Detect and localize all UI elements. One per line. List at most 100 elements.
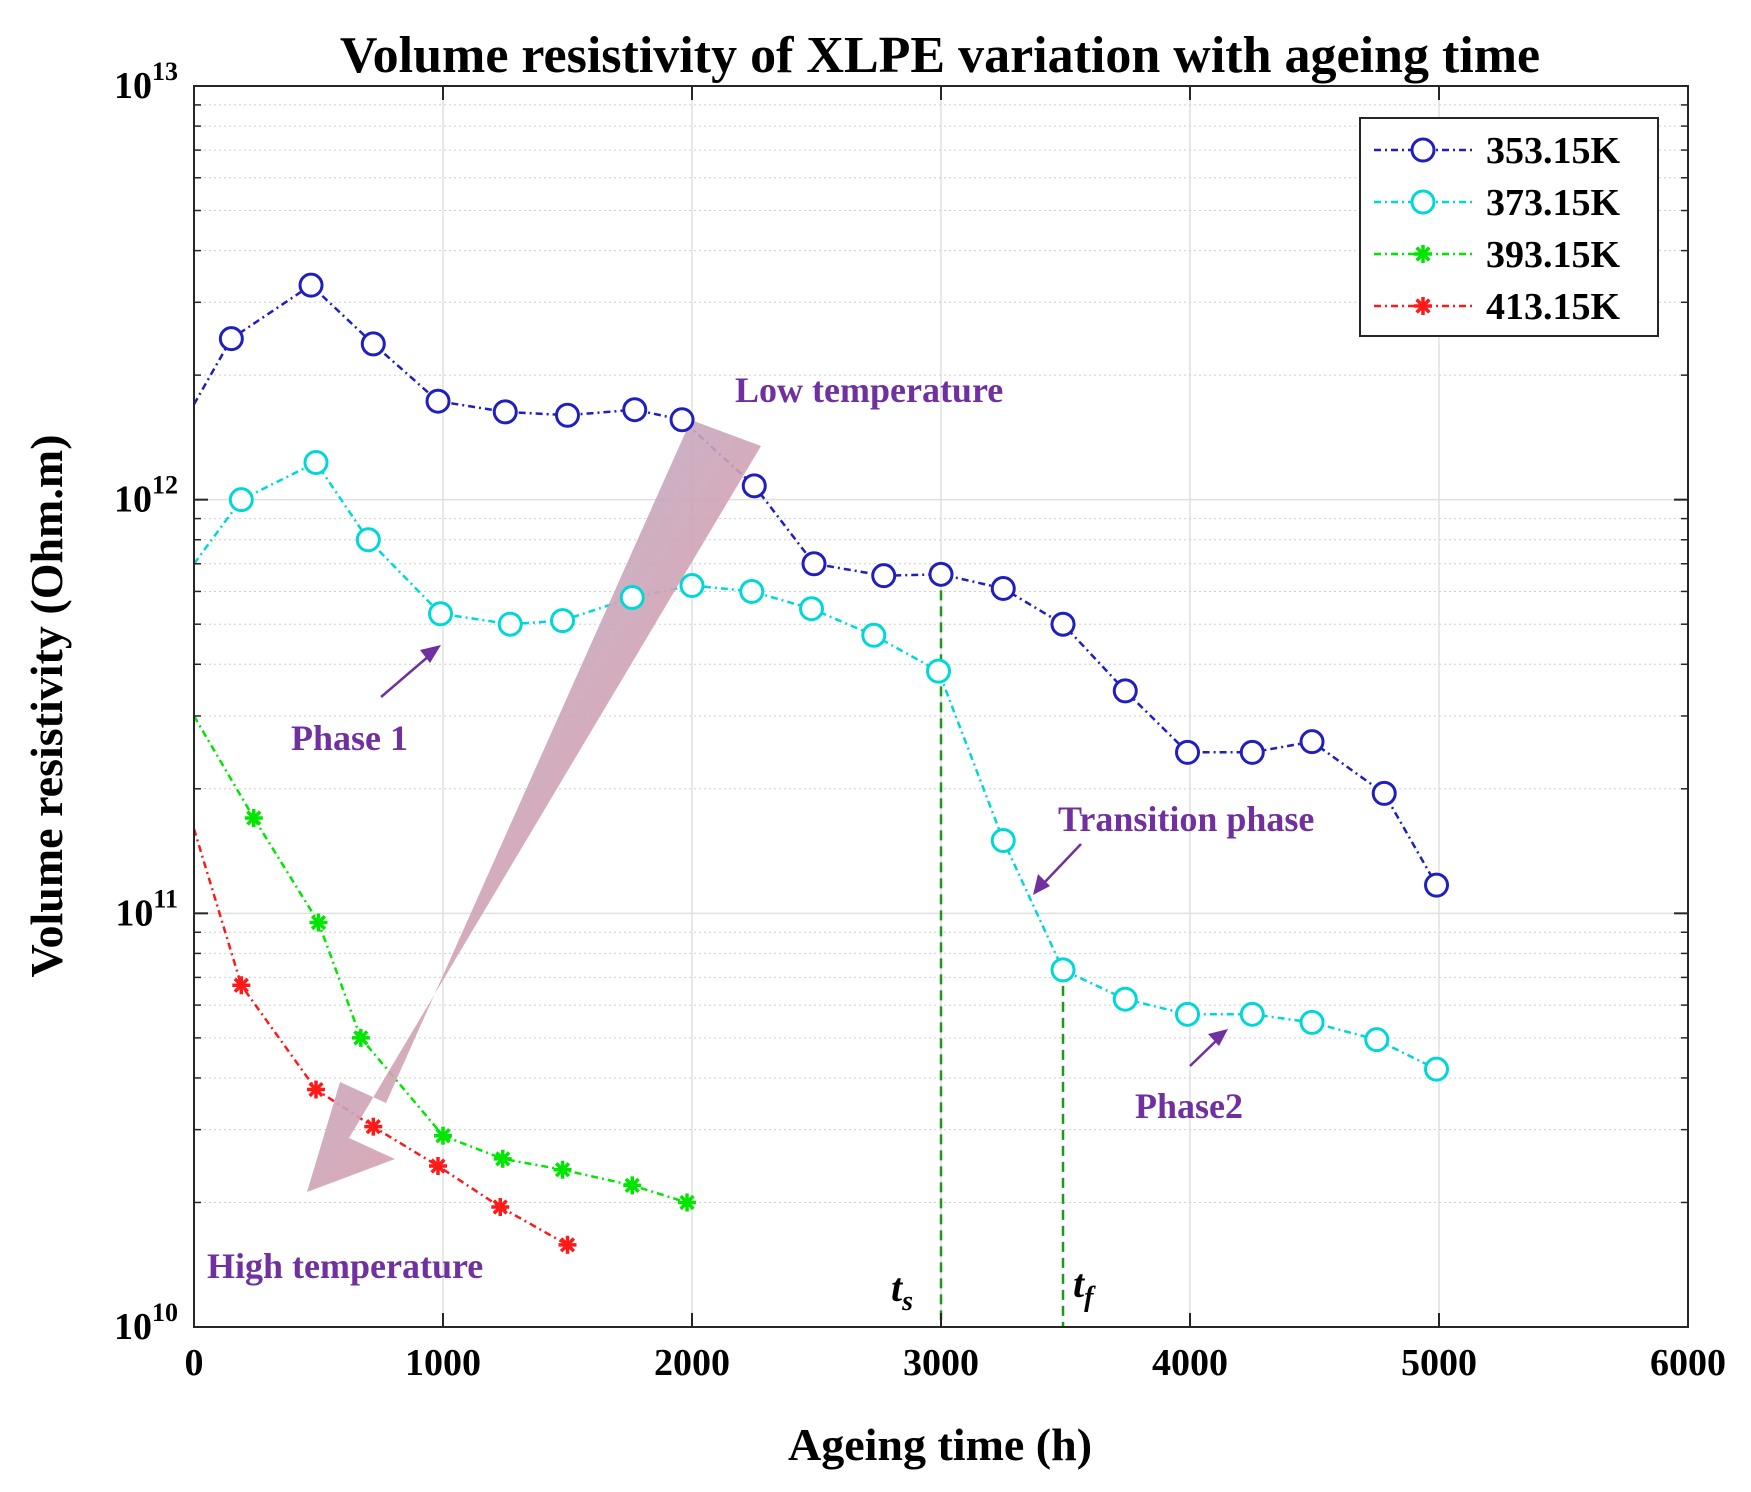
data-point — [678, 1193, 697, 1212]
data-point — [553, 1160, 572, 1179]
transition-phase-label: Transition phase — [1058, 799, 1314, 839]
y-tick-label: 1012 — [114, 471, 178, 521]
legend: 353.15K 373.15K 393.15K 413.15K — [1359, 117, 1659, 337]
transition-arrow — [1042, 843, 1082, 885]
data-point — [1364, 1027, 1390, 1053]
data-point — [425, 388, 451, 414]
legend-box — [1359, 117, 1659, 337]
data-point-stroke — [492, 1199, 508, 1215]
data-point — [1424, 872, 1450, 898]
series-line-373.15K — [194, 460, 1438, 1071]
data-point — [1112, 986, 1138, 1012]
data-point-stroke — [559, 1237, 576, 1253]
y-tick-label: 1010 — [114, 1298, 178, 1348]
data-point — [298, 272, 324, 298]
data-point — [351, 1028, 370, 1047]
data-point — [218, 326, 244, 352]
data-point — [619, 585, 645, 611]
legend-marker-373.15K — [1410, 189, 1436, 215]
phase2-label: Phase2 — [1135, 1086, 1243, 1126]
phase1-label: Phase 1 — [291, 718, 408, 758]
data-point — [434, 1126, 452, 1145]
y-axis-label: Volume resistivity (Ohm.m) — [21, 434, 72, 977]
data-point-stroke — [435, 1128, 451, 1144]
x-tick-label: 0 — [185, 1342, 204, 1384]
data-point-stroke — [353, 1030, 369, 1046]
y-tick-label: 1011 — [115, 884, 178, 934]
data-point — [1299, 1009, 1325, 1035]
data-point — [303, 449, 329, 475]
chart-title: Volume resistivity of XLPE variation wit… — [340, 27, 1540, 84]
data-point-stroke — [624, 1177, 640, 1193]
data-point — [1239, 1001, 1265, 1027]
data-point — [799, 596, 825, 622]
phase1-arrowhead — [420, 645, 441, 663]
data-point-stroke — [310, 914, 327, 931]
data-point — [497, 611, 523, 637]
ts-label: ts — [891, 1265, 913, 1317]
y-tick-label-base: 10 — [114, 65, 152, 107]
y-tick-label-base: 10 — [114, 1306, 152, 1348]
data-point-stroke — [365, 1119, 381, 1135]
data-point — [739, 578, 765, 604]
data-point — [429, 1157, 448, 1176]
data-point — [1371, 780, 1397, 806]
data-point — [928, 561, 954, 587]
x-axis-label: Ageing time (h) — [788, 1419, 1092, 1470]
data-point — [228, 487, 254, 513]
data-point — [307, 1080, 326, 1099]
x-tick-label: 6000 — [1650, 1342, 1726, 1384]
data-point-stroke — [246, 810, 262, 826]
y-tick-label-exponent: 12 — [152, 471, 178, 500]
legend-label-353.15K: 353.15K — [1486, 130, 1621, 172]
data-point-stroke — [495, 1151, 511, 1167]
data-point-stroke — [679, 1194, 695, 1211]
data-point — [679, 573, 705, 599]
data-point — [1112, 678, 1138, 704]
x-tick-label: 5000 — [1401, 1342, 1477, 1384]
y-tick-label-base: 10 — [114, 479, 152, 521]
data-point — [861, 622, 887, 648]
data-point-stroke — [430, 1158, 446, 1174]
ts-label-sub: s — [901, 1286, 913, 1317]
data-point — [926, 658, 952, 684]
x-tick-label: 4000 — [1152, 1342, 1228, 1384]
data-point — [1175, 1001, 1201, 1027]
y-tick-label-exponent: 10 — [152, 1298, 178, 1327]
data-point — [364, 1117, 383, 1136]
data-point — [1239, 739, 1265, 765]
data-point-stroke — [233, 977, 249, 993]
data-point-stroke — [308, 1081, 324, 1098]
y-tick-label: 1013 — [114, 57, 178, 107]
data-point — [1424, 1056, 1450, 1082]
legend-marker-353.15K — [1410, 137, 1436, 163]
data-point — [232, 976, 251, 995]
data-point — [741, 473, 767, 499]
high-temperature-label: High temperature — [207, 1246, 483, 1286]
data-point — [623, 1176, 642, 1195]
y-tick-label-exponent: 11 — [153, 884, 178, 913]
temperature-arrow — [307, 420, 761, 1192]
axis-ticks: 0 1000 2000 3000 4000 5000 6000101010111012101… — [114, 57, 1726, 1384]
data-point — [244, 809, 263, 828]
data-point — [492, 399, 518, 425]
legend-marker-413.15K — [1414, 297, 1432, 315]
phase2-arrowhead — [1208, 1029, 1228, 1046]
series-line-393.15K — [194, 715, 688, 1204]
data-point — [428, 601, 454, 627]
phase2-arrow — [1189, 1039, 1218, 1067]
legend-marker-393.15K — [1414, 245, 1432, 263]
transition-arrowhead — [1033, 874, 1050, 895]
legend-label-413.15K: 413.15K — [1486, 286, 1621, 328]
data-point — [1050, 611, 1076, 637]
data-point — [669, 407, 695, 433]
data-point — [360, 331, 386, 357]
data-point — [555, 402, 580, 428]
data-point — [990, 575, 1016, 601]
x-tick-label: 2000 — [654, 1342, 730, 1384]
ts-label-main: t — [891, 1265, 904, 1310]
data-point — [990, 827, 1016, 853]
data-point — [1175, 739, 1201, 765]
x-tick-label: 3000 — [903, 1342, 979, 1384]
